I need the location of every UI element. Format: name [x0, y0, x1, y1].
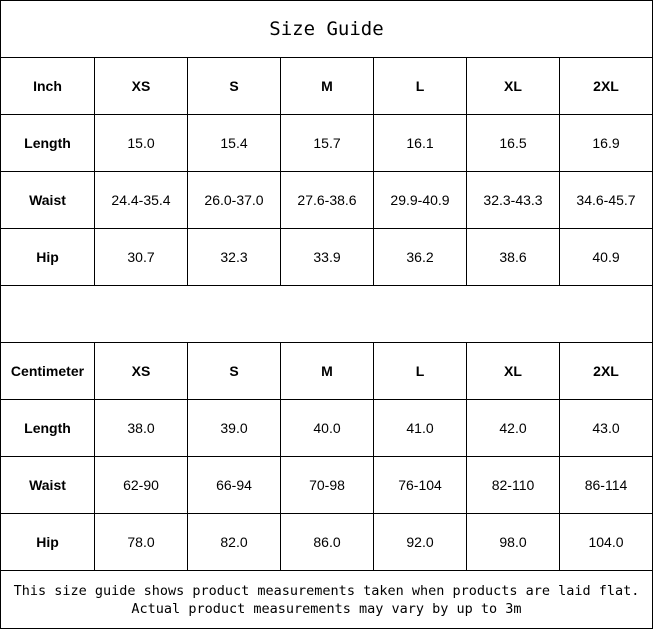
cm-value-cell: 42.0: [466, 399, 560, 457]
cm-row-label: Length: [0, 399, 95, 457]
inch-value-cell: 15.7: [280, 114, 374, 172]
inch-value-cell: 38.6: [466, 228, 560, 286]
inch-header-cell: 2XL: [559, 57, 653, 115]
cm-row-label: Waist: [0, 456, 95, 514]
inch-header-cell: L: [373, 57, 467, 115]
cm-header-cell: XS: [94, 342, 188, 400]
inch-value-cell: 40.9: [559, 228, 653, 286]
inch-value-cell: 24.4-35.4: [94, 171, 188, 229]
inch-value-cell: 29.9-40.9: [373, 171, 467, 229]
inch-header-cell: XL: [466, 57, 560, 115]
inch-value-cell: 30.7: [94, 228, 188, 286]
cm-value-cell: 82.0: [187, 513, 281, 571]
cm-header-cell: XL: [466, 342, 560, 400]
cm-value-cell: 38.0: [94, 399, 188, 457]
cm-header-cell: L: [373, 342, 467, 400]
inch-value-cell: 36.2: [373, 228, 467, 286]
cm-value-cell: 39.0: [187, 399, 281, 457]
cm-value-cell: 104.0: [559, 513, 653, 571]
title: Size Guide: [0, 0, 653, 58]
inch-value-cell: 26.0-37.0: [187, 171, 281, 229]
inch-header-cell: Inch: [0, 57, 95, 115]
cm-value-cell: 92.0: [373, 513, 467, 571]
inch-header-cell: XS: [94, 57, 188, 115]
inch-row-label: Length: [0, 114, 95, 172]
footer-note: This size guide shows product measuremen…: [0, 570, 653, 629]
inch-header-cell: S: [187, 57, 281, 115]
cm-value-cell: 43.0: [559, 399, 653, 457]
cm-row-label: Hip: [0, 513, 95, 571]
spacer-row: [0, 285, 653, 343]
inch-row-label: Hip: [0, 228, 95, 286]
cm-value-cell: 82-110: [466, 456, 560, 514]
cm-value-cell: 78.0: [94, 513, 188, 571]
cm-value-cell: 41.0: [373, 399, 467, 457]
cm-value-cell: 76-104: [373, 456, 467, 514]
inch-value-cell: 34.6-45.7: [559, 171, 653, 229]
cm-value-cell: 70-98: [280, 456, 374, 514]
cm-header-cell: Centimeter: [0, 342, 95, 400]
cm-header-cell: 2XL: [559, 342, 653, 400]
inch-value-cell: 32.3-43.3: [466, 171, 560, 229]
inch-value-cell: 15.0: [94, 114, 188, 172]
cm-value-cell: 62-90: [94, 456, 188, 514]
inch-value-cell: 27.6-38.6: [280, 171, 374, 229]
cm-value-cell: 98.0: [466, 513, 560, 571]
inch-row-label: Waist: [0, 171, 95, 229]
inch-value-cell: 32.3: [187, 228, 281, 286]
inch-value-cell: 16.5: [466, 114, 560, 172]
inch-value-cell: 33.9: [280, 228, 374, 286]
inch-value-cell: 15.4: [187, 114, 281, 172]
inch-header-cell: M: [280, 57, 374, 115]
cm-header-cell: S: [187, 342, 281, 400]
inch-value-cell: 16.1: [373, 114, 467, 172]
cm-value-cell: 40.0: [280, 399, 374, 457]
cm-value-cell: 66-94: [187, 456, 281, 514]
cm-value-cell: 86-114: [559, 456, 653, 514]
cm-value-cell: 86.0: [280, 513, 374, 571]
cm-header-cell: M: [280, 342, 374, 400]
inch-value-cell: 16.9: [559, 114, 653, 172]
